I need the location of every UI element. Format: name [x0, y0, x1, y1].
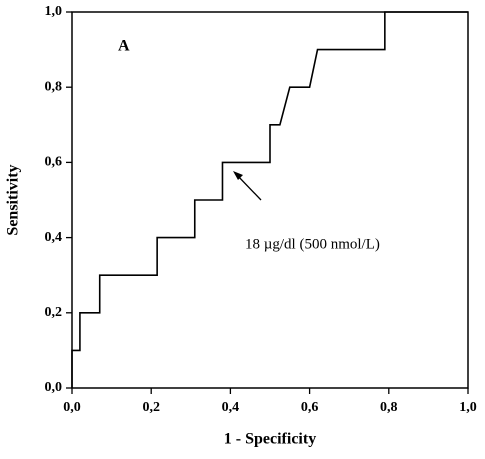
- y-tick-label: 0,2: [45, 305, 63, 320]
- x-tick-label: 0,4: [222, 400, 240, 415]
- y-tick-label: 1,0: [45, 4, 63, 19]
- x-tick-label: 0,6: [301, 400, 319, 415]
- y-tick-label: 0,6: [45, 155, 63, 170]
- x-tick-label: 0,2: [142, 400, 160, 415]
- plot-frame: [71, 11, 469, 389]
- panel-label: A: [118, 38, 130, 55]
- y-tick-label: 0,4: [45, 230, 63, 245]
- annotation: 18 µg/dl (500 nmol/L): [245, 236, 380, 252]
- y-tick-label: 0,0: [45, 380, 63, 395]
- y-axis-label: Sensitivity: [5, 164, 22, 235]
- annotation-arrowhead: [233, 171, 243, 180]
- x-tick-label: 1,0: [459, 400, 477, 415]
- x-tick-label: 0,8: [380, 400, 398, 415]
- annotation-arrow: [235, 173, 262, 201]
- roc-curve: [71, 11, 468, 388]
- x-tick-label: 0,0: [63, 400, 81, 415]
- x-axis-label: 1 - Specificity: [224, 431, 316, 448]
- y-tick-label: 0,8: [45, 79, 63, 94]
